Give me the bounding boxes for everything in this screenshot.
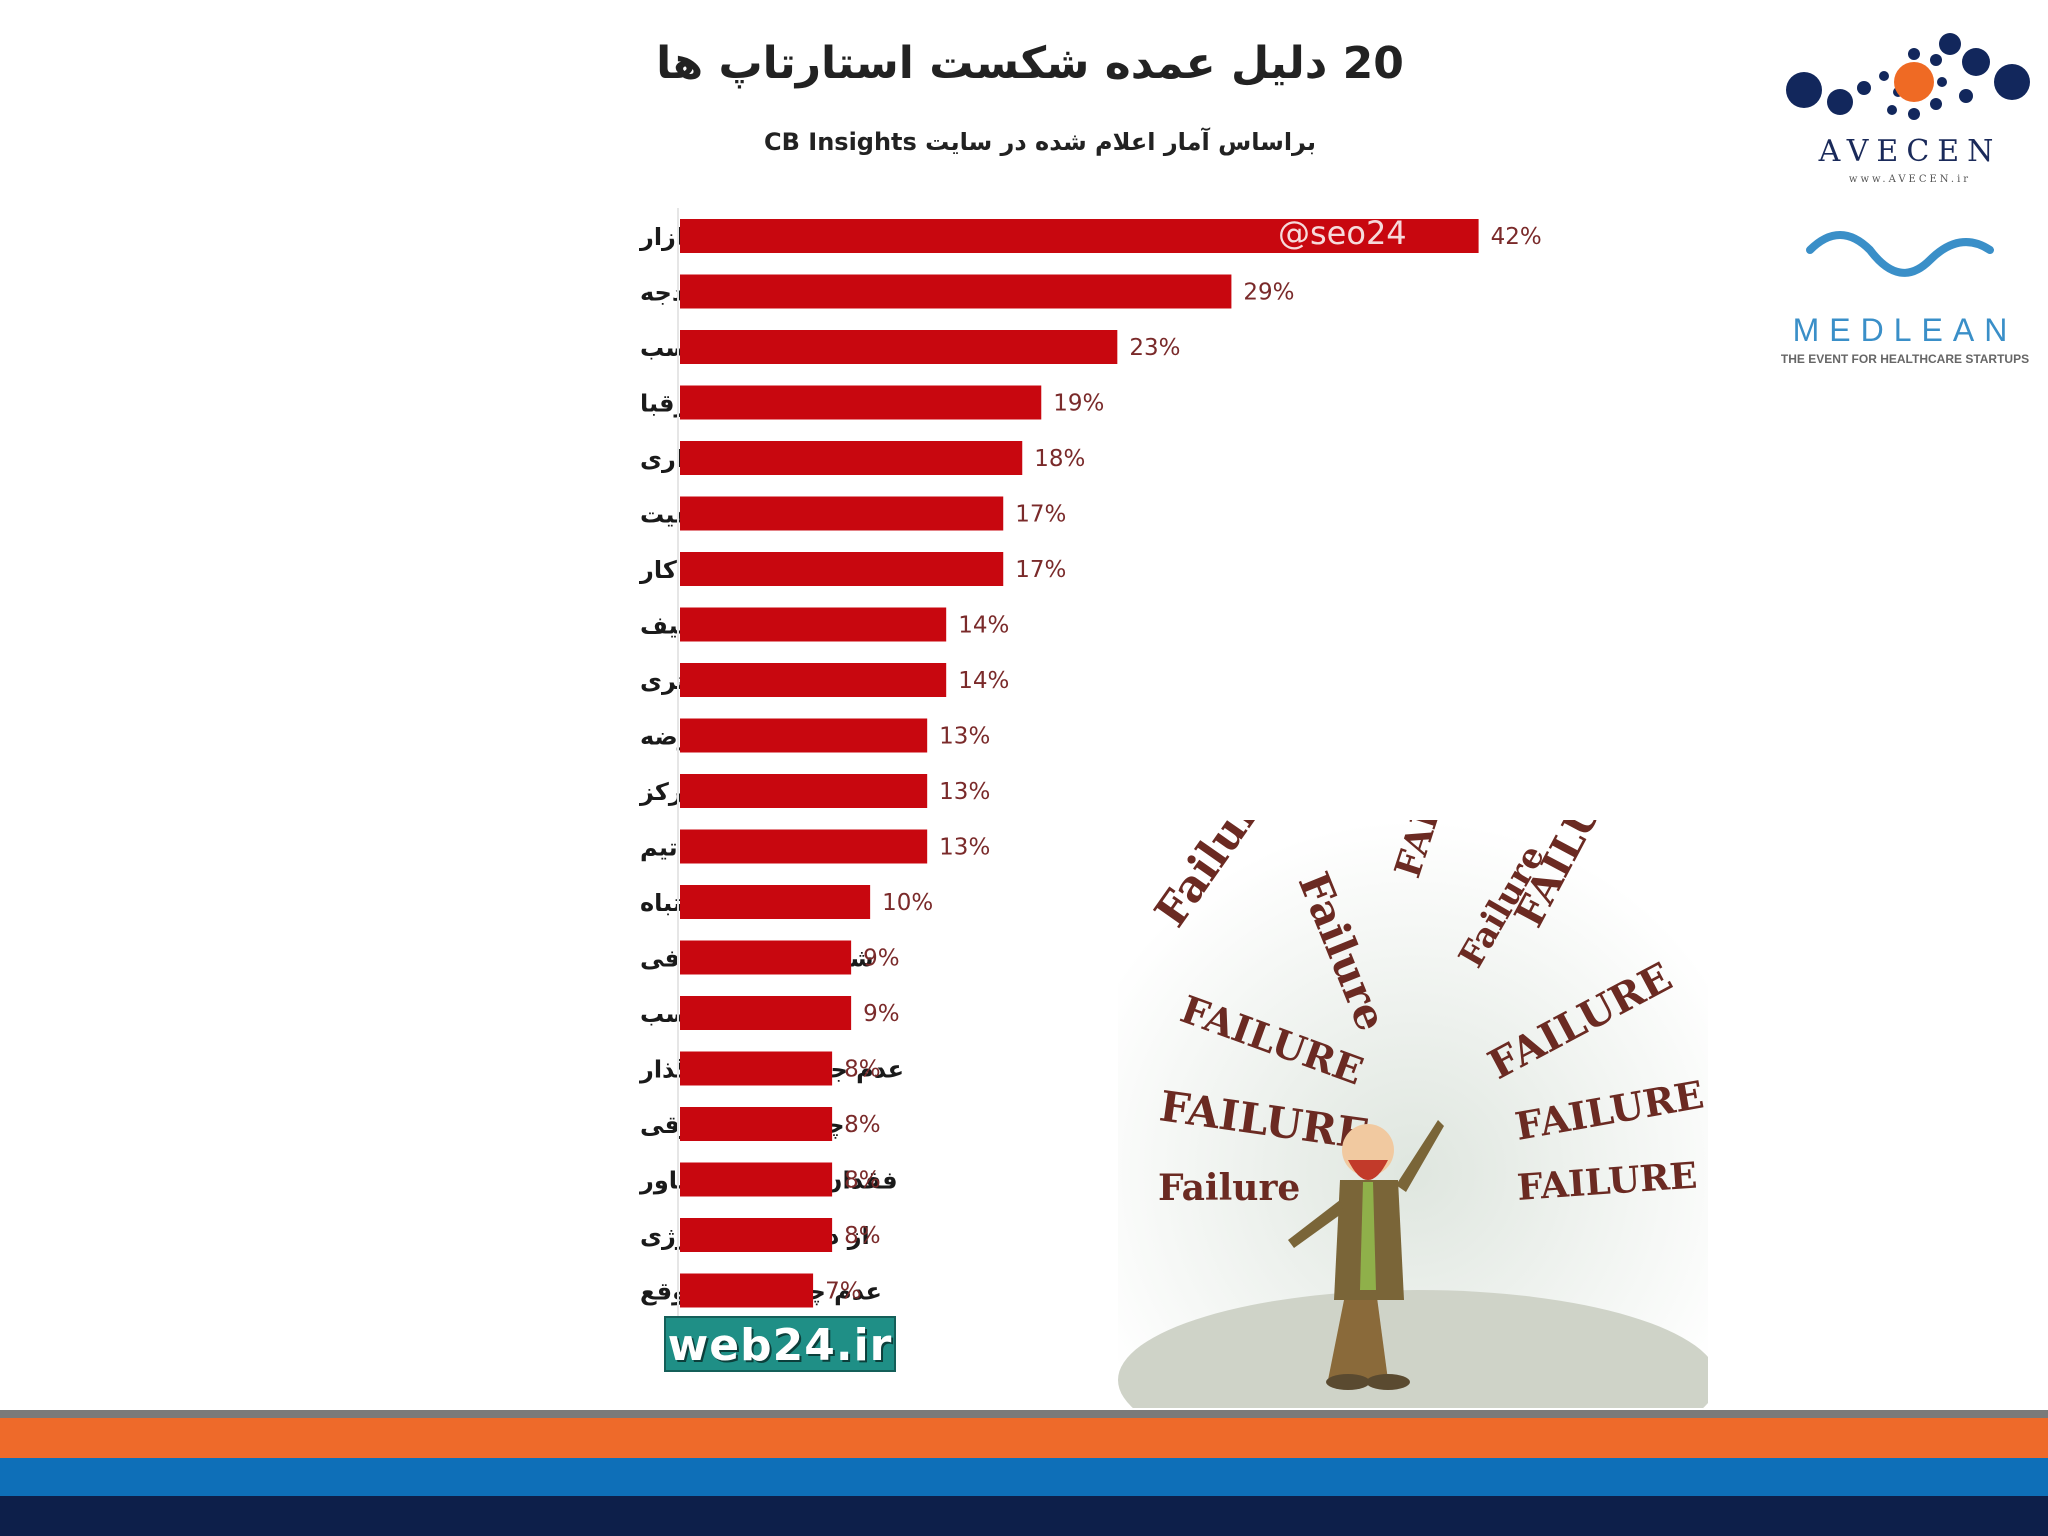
avecen-dots-icon	[1786, 33, 2030, 120]
medlean-tagline: THE EVENT FOR HEALTHCARE STARTUPS	[1780, 352, 2030, 366]
chart-title: 20 دلیل عمده شکست استارتاپ ها	[656, 38, 1404, 89]
bar-17	[680, 1107, 833, 1141]
value-label-18: 8%	[844, 1168, 881, 1194]
bar-6	[680, 496, 1004, 531]
bar-15	[680, 996, 852, 1030]
bar-1	[680, 219, 1479, 253]
bar-20	[680, 1273, 814, 1308]
value-label-7: 17%	[1015, 557, 1066, 583]
failure-word: Failure	[1158, 1167, 1300, 1209]
value-label-3: 23%	[1129, 335, 1180, 361]
value-label-1: 42%	[1491, 224, 1542, 250]
value-label-16: 8%	[844, 1057, 881, 1083]
bar-8	[680, 607, 947, 642]
bar-9	[680, 663, 947, 697]
value-label-19: 8%	[844, 1223, 881, 1249]
bar-16	[680, 1051, 833, 1086]
value-label-6: 17%	[1015, 502, 1066, 528]
footer-orange-stripe	[0, 1418, 2048, 1458]
bar-19	[680, 1218, 833, 1252]
bar-12	[680, 829, 928, 864]
value-label-20: 7%	[825, 1279, 862, 1305]
bar-14	[680, 940, 852, 975]
avecen-logo: AVECEN www.AVECEN.ir	[1780, 30, 2040, 190]
bar-13	[680, 885, 871, 919]
bar-7	[680, 552, 1004, 586]
character-icon	[1288, 1120, 1444, 1390]
avecen-url: www.AVECEN.ir	[1848, 174, 1972, 185]
chart-subtitle: براساس آمار اعلام شده در سایت CB Insight…	[764, 128, 1316, 156]
bar-5	[680, 441, 1023, 475]
bar-3	[680, 330, 1118, 364]
medlean-logo: MEDLEAN THE EVENT FOR HEALTHCARE STARTUP…	[1770, 220, 2040, 370]
value-label-17: 8%	[844, 1112, 881, 1138]
avecen-name: AVECEN	[1818, 134, 2002, 169]
value-label-8: 14%	[958, 613, 1009, 639]
footer-blue-stripe	[0, 1458, 2048, 1496]
value-label-4: 19%	[1053, 391, 1104, 417]
bar-2	[680, 274, 1232, 309]
value-label-13: 10%	[882, 890, 933, 916]
bar-11	[680, 774, 928, 808]
value-label-2: 29%	[1243, 280, 1294, 306]
value-label-5: 18%	[1034, 446, 1085, 472]
web24-logo: web24.ir	[664, 1316, 896, 1372]
value-label-12: 13%	[939, 835, 990, 861]
bar-10	[680, 718, 928, 753]
footer-gray-stripe	[0, 1410, 2048, 1418]
medlean-name: MEDLEAN	[1792, 312, 2018, 348]
footer-navy-stripe	[0, 1496, 2048, 1536]
value-label-11: 13%	[939, 779, 990, 805]
value-label-15: 9%	[863, 1001, 900, 1027]
watermark: @seo24	[1278, 214, 1407, 252]
medlean-wave-icon	[1806, 231, 1994, 277]
bar-chart: عدم نیاز بازاراتمام بودجهانتخاب تیم نامن…	[639, 208, 1542, 1318]
value-label-10: 13%	[939, 724, 990, 750]
value-label-14: 9%	[863, 946, 900, 972]
bar-4	[680, 385, 1042, 420]
value-label-9: 14%	[958, 668, 1009, 694]
bar-18	[680, 1162, 833, 1197]
